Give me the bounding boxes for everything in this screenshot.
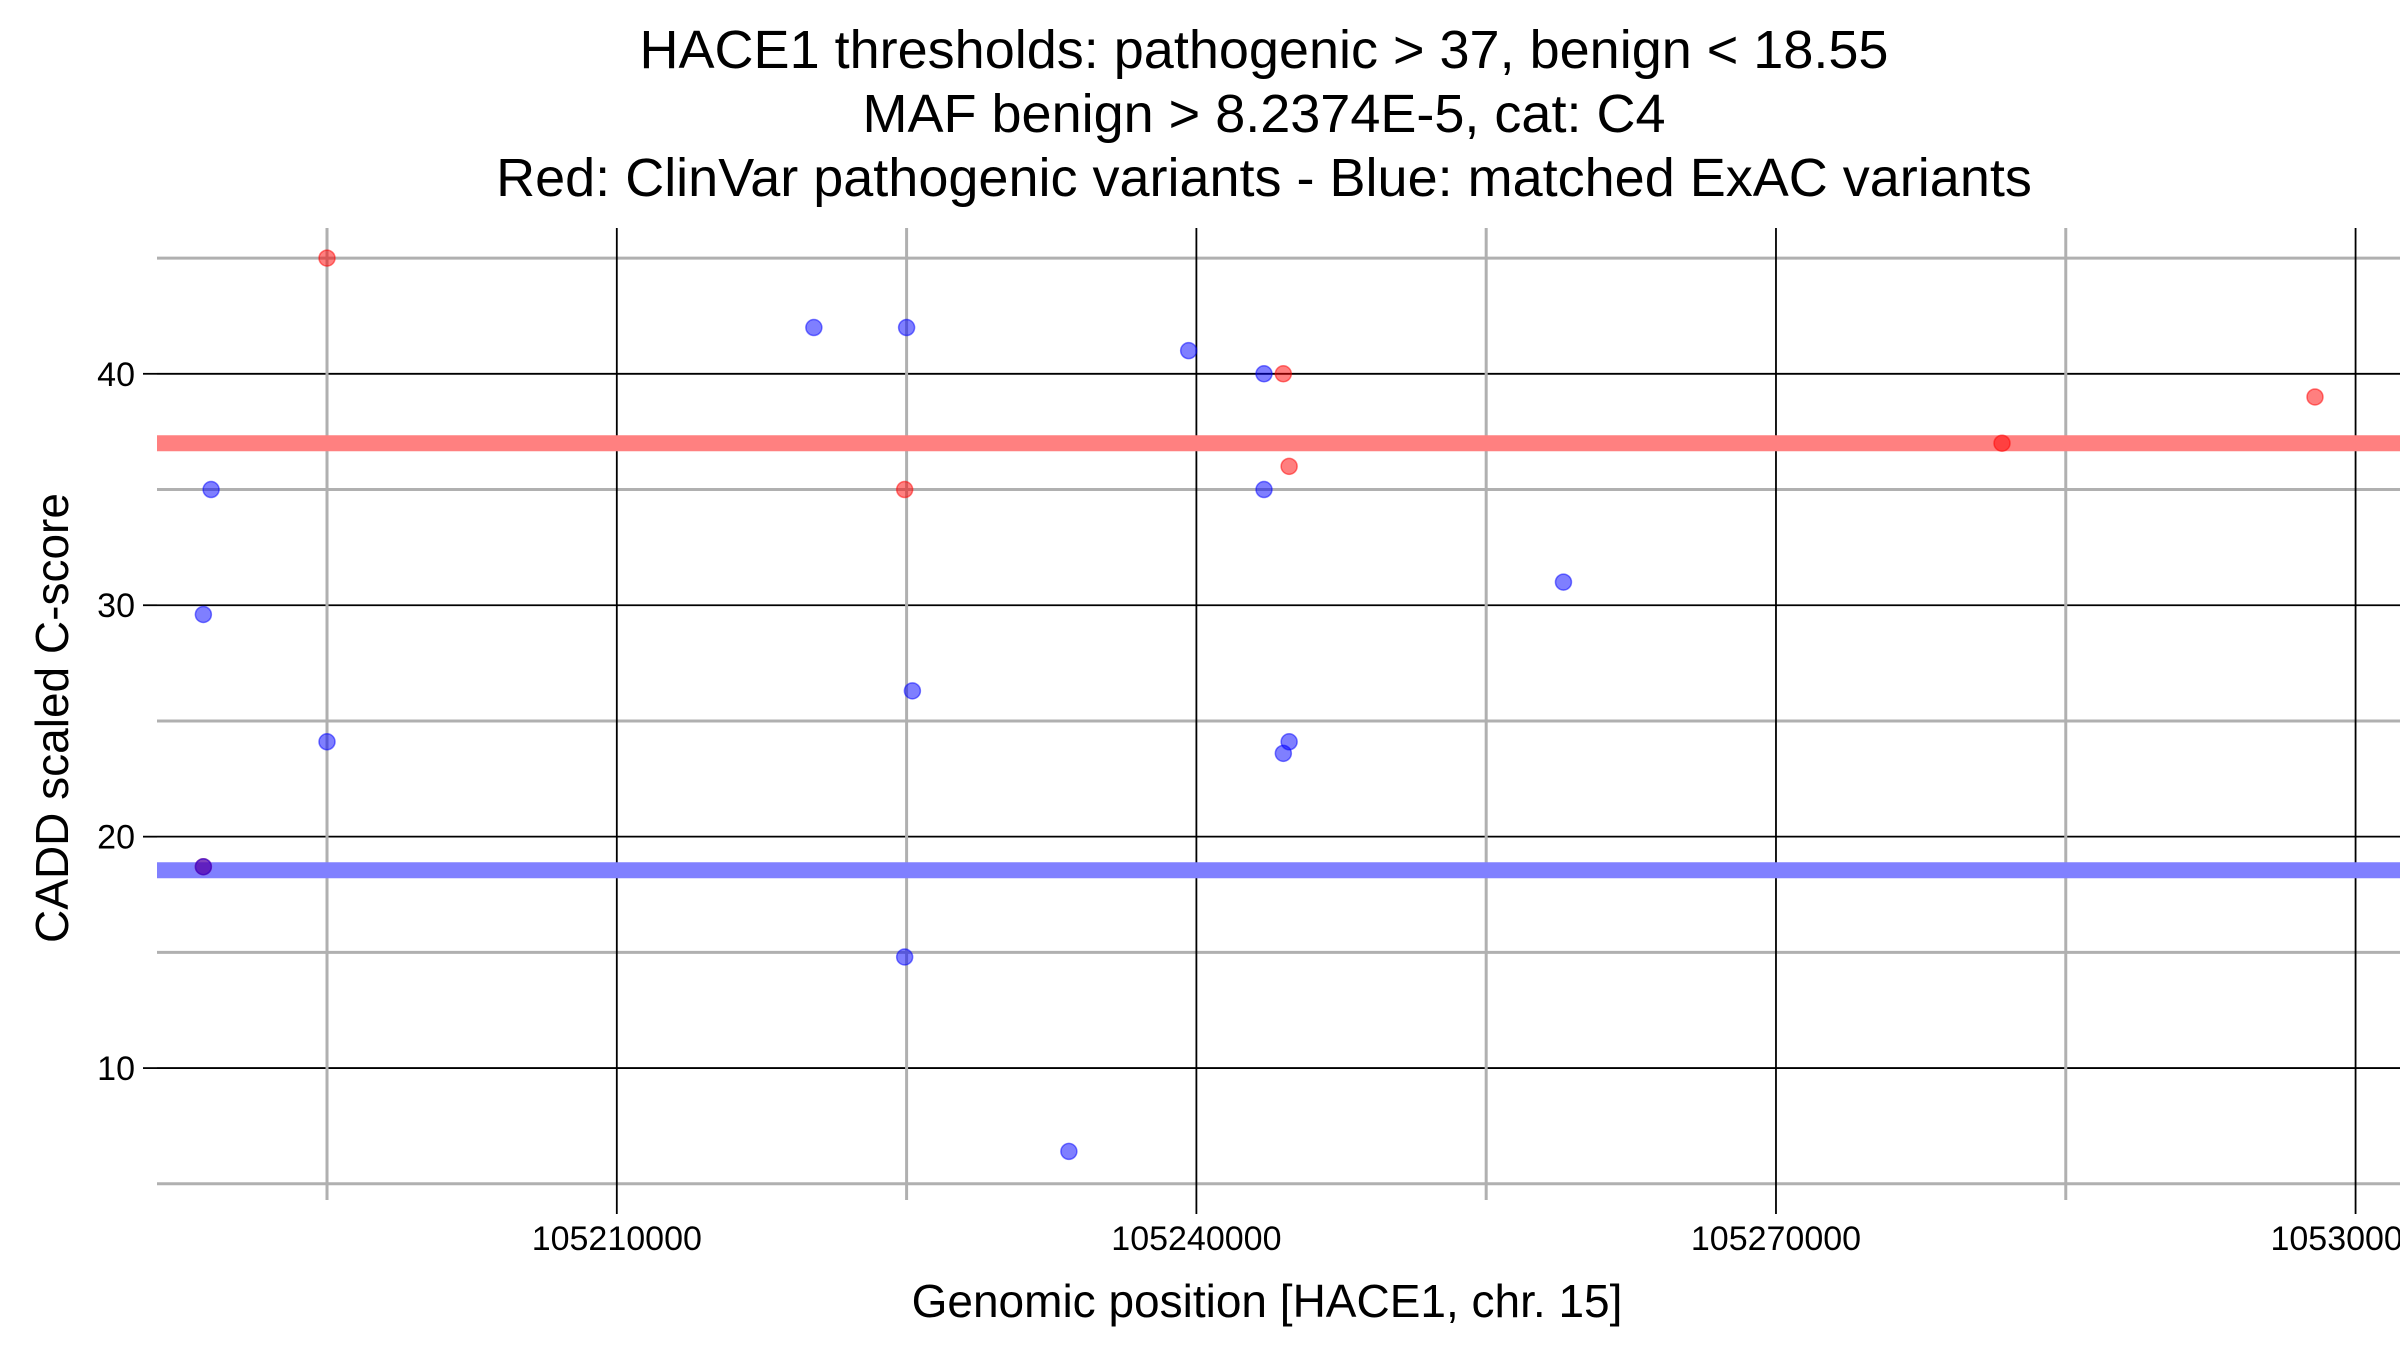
x-tick-label: 105210000: [532, 1220, 702, 1258]
exac-variant-point: [805, 318, 823, 337]
y-axis-title: CADD scaled C-score: [26, 493, 78, 943]
clinvar-pathogenic-point: [1280, 457, 1298, 476]
title-line-1: HACE1 thresholds: pathogenic > 37, benig…: [640, 20, 1889, 80]
title-line-2: MAF benign > 8.2374E-5, cat: C4: [863, 84, 1666, 144]
exac-variant-point: [1060, 1142, 1078, 1161]
title-line-3: Red: ClinVar pathogenic variants - Blue:…: [496, 148, 2032, 208]
clinvar-pathogenic-point: [895, 480, 914, 499]
exac-variant-point: [194, 605, 213, 624]
x-tick-label: 105300000: [2270, 1220, 2400, 1258]
exac-variant-point: [1255, 480, 1273, 499]
clinvar-pathogenic-point: [1993, 434, 2011, 452]
exac-variant-point: [1179, 341, 1198, 360]
y-tick-label: 20: [97, 819, 135, 857]
exac-variant-point: [202, 480, 220, 499]
exac-variant-point: [1554, 573, 1573, 591]
threshold-bands: [157, 435, 2400, 879]
clinvar-pathogenic-point: [318, 249, 336, 267]
exac-variant-point: [194, 857, 213, 876]
x-axis-title: Genomic position [HACE1, chr. 15]: [912, 1275, 1623, 1327]
x-tick-label: 105240000: [1111, 1220, 1281, 1258]
exac-variant-point: [318, 733, 336, 751]
exac-variant-point: [895, 948, 914, 966]
exac-variant-point: [1255, 365, 1273, 383]
grid-lines: [157, 228, 2400, 1200]
clinvar-pathogenic-point: [1274, 365, 1293, 383]
exac-variant-point: [897, 318, 916, 337]
y-tick-label: 30: [97, 587, 135, 625]
chart-title: HACE1 thresholds: pathogenic > 37, benig…: [496, 20, 2032, 208]
exac-variant-point: [1280, 733, 1298, 751]
y-tick-label: 40: [97, 356, 135, 394]
axes: 10 20 30 40 105210000 105240000 105270000 10530…: [97, 356, 2400, 1258]
exac-variant-point: [903, 682, 922, 700]
y-tick-label: 10: [97, 1050, 135, 1088]
x-tick-label: 105270000: [1691, 1220, 1861, 1258]
data-points: [194, 249, 2324, 1161]
clinvar-pathogenic-point: [2306, 388, 2324, 406]
